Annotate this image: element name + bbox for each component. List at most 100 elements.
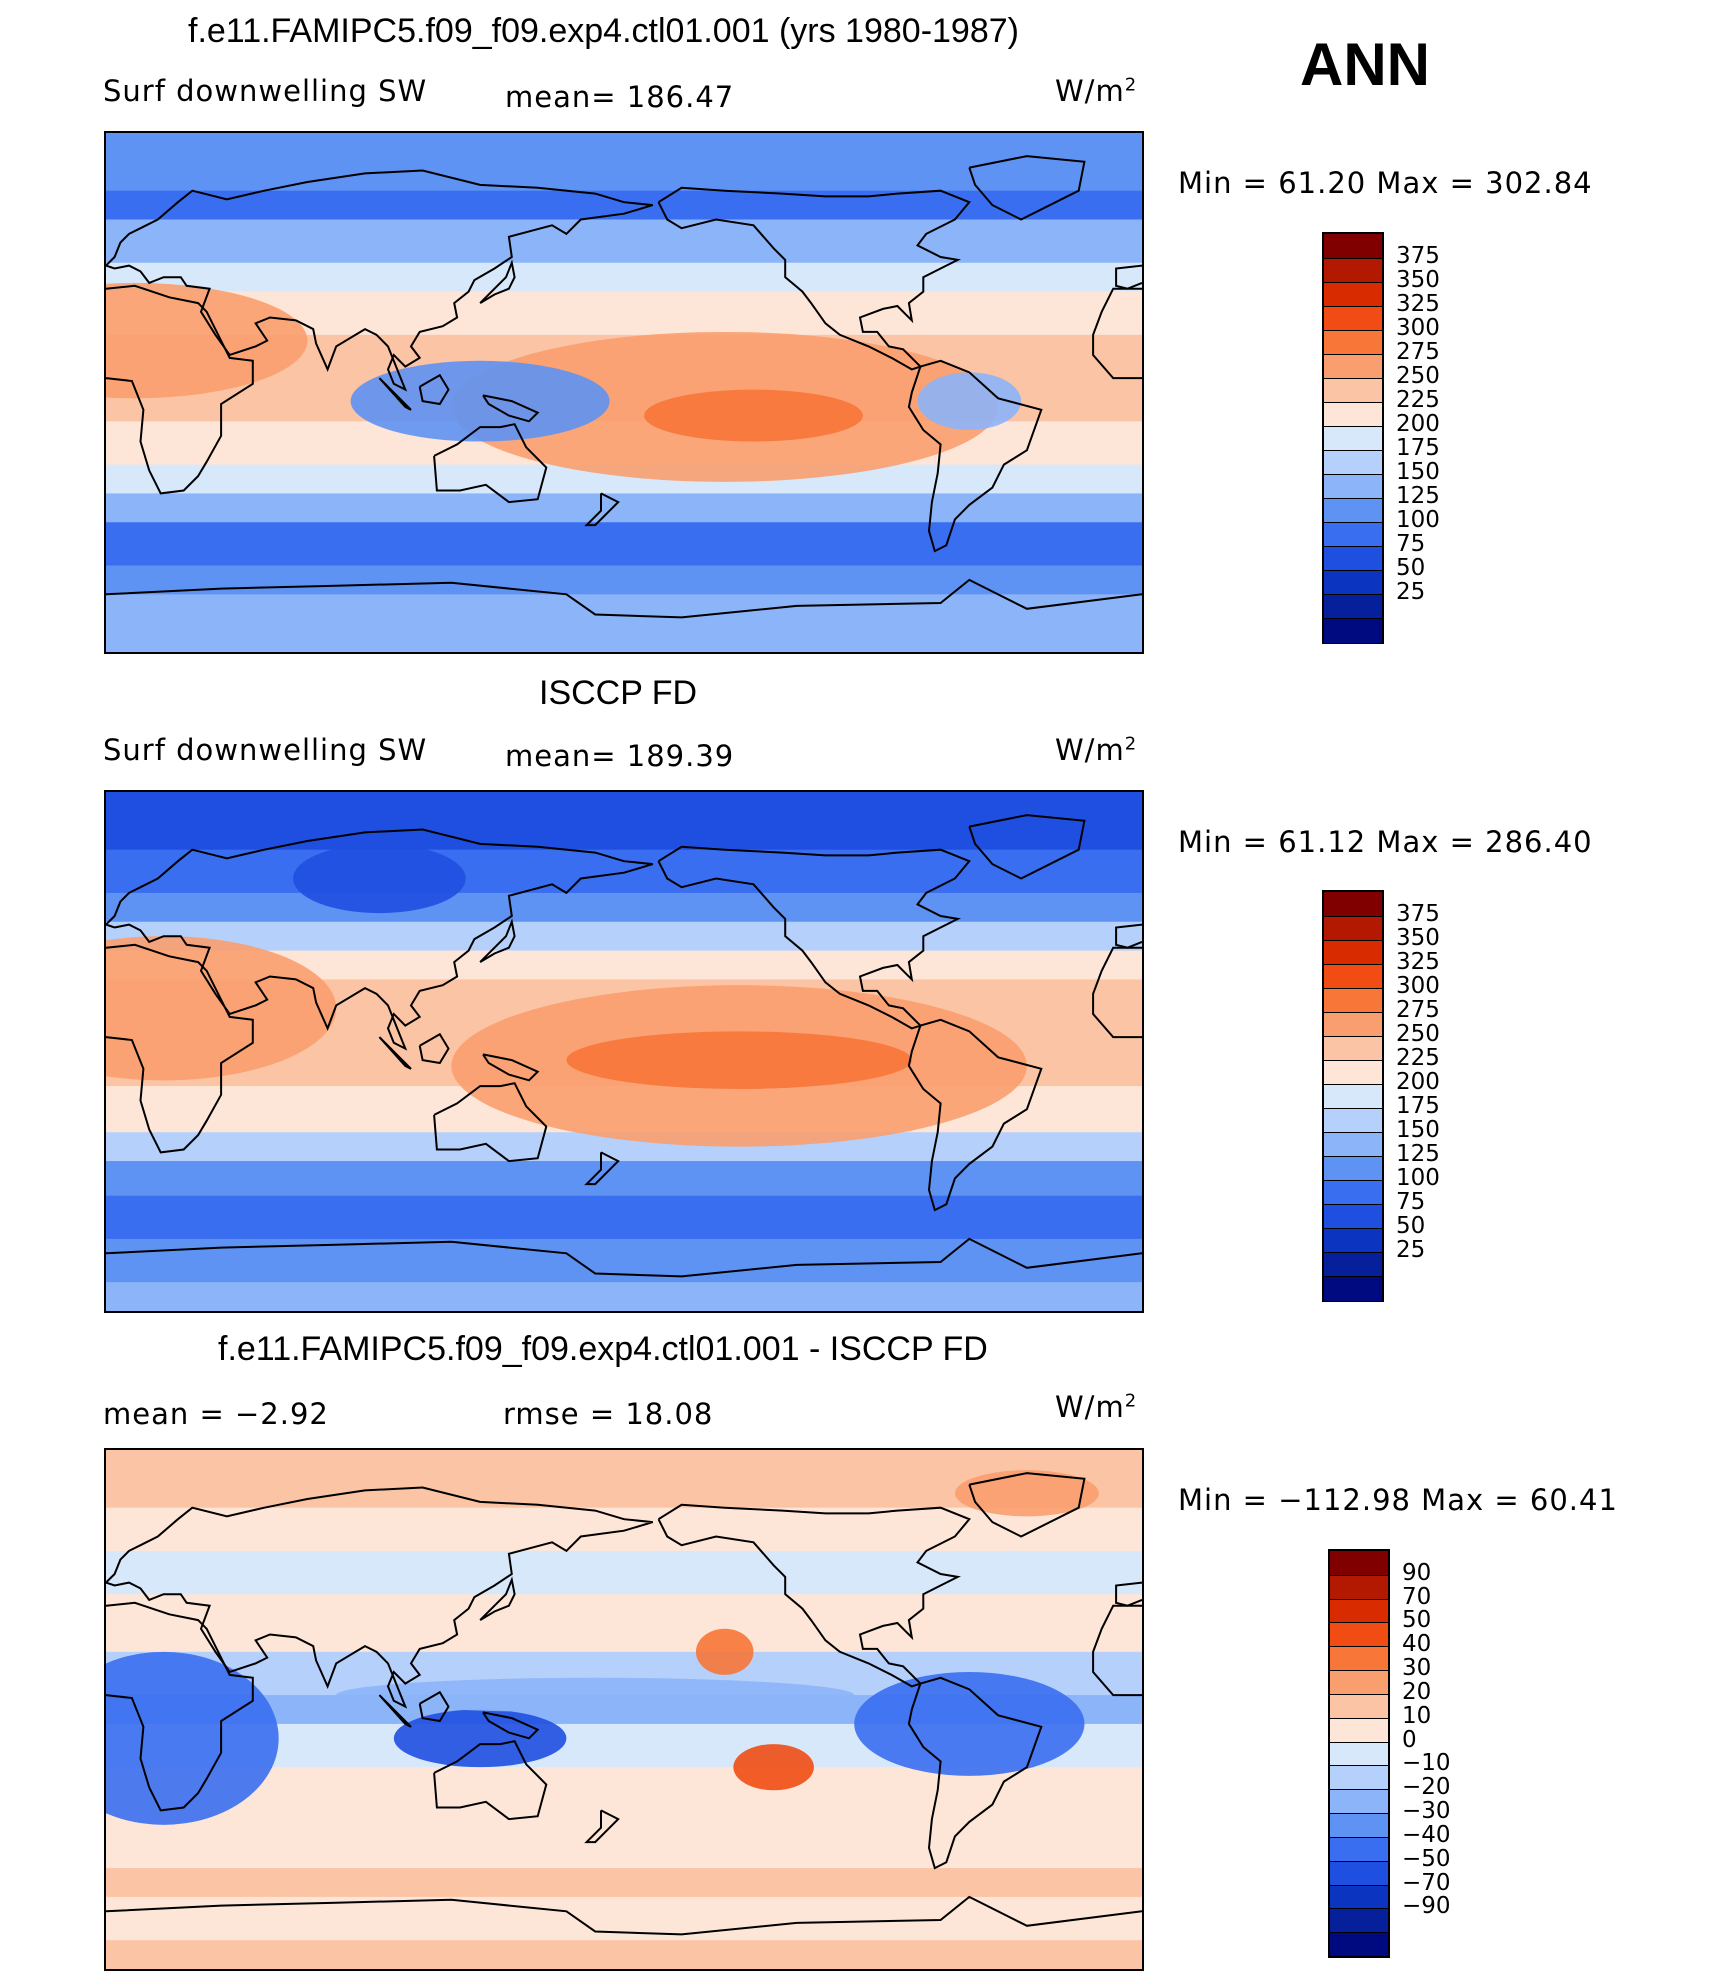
colorbar-segment	[1324, 354, 1382, 379]
coastline	[106, 1486, 654, 1709]
coastline	[657, 1503, 971, 1688]
colorbar-tick-label: 250	[1396, 1021, 1440, 1047]
field-anomaly	[106, 1651, 279, 1825]
colorbar-segment	[1330, 1598, 1388, 1623]
colorbar-tick-label: 250	[1396, 363, 1440, 389]
colorbar-tick-label: 375	[1396, 243, 1440, 269]
colorbar-segment	[1330, 1932, 1388, 1957]
coastline	[907, 1676, 1043, 1870]
colorbar-segment	[1330, 1813, 1388, 1838]
colorbar-tick-label: 50	[1396, 1213, 1426, 1239]
colorbar-tick-label: −10	[1402, 1750, 1451, 1777]
colorbar-tick-label: −50	[1402, 1845, 1451, 1872]
colorbar-tick-label: −90	[1402, 1893, 1451, 1920]
colorbar-segment	[1330, 1741, 1388, 1766]
colorbar-segment	[1330, 1693, 1388, 1719]
colorbar-tick-label: 75	[1396, 1189, 1426, 1215]
colorbar-tick-label: 50	[1396, 555, 1426, 581]
colorbar-segment	[1324, 1228, 1382, 1253]
colorbar-segment	[1324, 1060, 1382, 1085]
field-band	[106, 262, 1142, 293]
colorbar-tick-label: −40	[1402, 1821, 1451, 1848]
coastline	[433, 1740, 548, 1821]
colorbar-segment	[1324, 1156, 1382, 1181]
colorbar-tick-label: 20	[1402, 1678, 1432, 1705]
field-band	[106, 1940, 1142, 1969]
field-band	[106, 565, 1142, 595]
field-band	[106, 133, 1142, 192]
field-anomaly	[350, 360, 610, 442]
colorbar-segment	[1324, 378, 1382, 403]
colorbar-tick-label: 40	[1402, 1631, 1432, 1658]
coastline	[106, 1895, 1142, 1936]
colorbar-segment	[1330, 1884, 1388, 1909]
colorbar-segment	[1324, 1012, 1382, 1037]
field-band	[106, 1161, 1142, 1197]
coastline	[479, 1576, 516, 1621]
colorbar-segment	[1324, 498, 1382, 523]
field-band	[106, 594, 1142, 652]
colorbar-segment	[1324, 1132, 1382, 1157]
coastline	[378, 1694, 412, 1728]
colorbar-tick-label: 10	[1402, 1702, 1432, 1729]
panel-3-rmse: rmse = 18.08	[503, 1397, 714, 1431]
field-band	[106, 190, 1142, 220]
colorbar-tick-label: 50	[1402, 1607, 1432, 1634]
colorbar-segment	[1324, 570, 1382, 595]
field-band	[106, 1896, 1142, 1941]
colorbar-tick-label: 25	[1396, 1237, 1426, 1263]
colorbar-tick-label: 275	[1396, 339, 1440, 365]
colorbar-segment	[1330, 1789, 1388, 1814]
colorbar-tick-label: 90	[1402, 1559, 1432, 1586]
field-band	[106, 522, 1142, 566]
colorbar-segment	[1324, 522, 1382, 547]
panel-2-map	[104, 790, 1144, 1313]
colorbar-segment	[1330, 1860, 1388, 1886]
coastline	[482, 1053, 540, 1082]
coastline	[1115, 1581, 1142, 1607]
colorbar-tick-label: 325	[1396, 291, 1440, 317]
colorbar-tick-label: 275	[1396, 997, 1440, 1023]
field-anomaly	[644, 389, 863, 442]
colorbar-tick-label: 100	[1396, 1165, 1440, 1191]
colorbar-segment	[1324, 330, 1382, 355]
colorbar-segment	[1324, 988, 1382, 1013]
colorbar-tick-label: 325	[1396, 949, 1440, 975]
panel-2-min-max: Min = 61.12 Max = 286.40	[1178, 825, 1593, 859]
colorbar-segment	[1324, 426, 1382, 451]
panel-2-map-canvas	[106, 792, 1142, 1311]
coastline	[106, 169, 654, 392]
field-band	[106, 1238, 1142, 1283]
colorbar-tick-label: 375	[1396, 901, 1440, 927]
field-band	[106, 1282, 1142, 1311]
colorbar-tick-label: 200	[1396, 1069, 1440, 1095]
panel-3-min-max: Min = −112.98 Max = 60.41	[1178, 1483, 1618, 1517]
panel-3-title: f.e11.FAMIPC5.f09_f09.exp4.ctl01.001 - I…	[218, 1330, 988, 1368]
colorbar-segment	[1324, 474, 1382, 499]
colorbar-segment	[1330, 1551, 1388, 1576]
coastline	[584, 492, 620, 527]
colorbar-segment	[1324, 306, 1382, 331]
coastline	[106, 943, 254, 1154]
coastline	[907, 1018, 1043, 1212]
coastline	[418, 1032, 450, 1065]
field-band	[106, 849, 1142, 894]
coastline	[1115, 264, 1142, 290]
coastline	[433, 423, 548, 504]
coastline	[433, 1082, 548, 1163]
coastline	[106, 828, 654, 1051]
colorbar-tick-label: 225	[1396, 387, 1440, 413]
coastline	[1115, 923, 1142, 949]
field-anomaly	[695, 1628, 754, 1675]
colorbar-segment	[1330, 1574, 1388, 1600]
colorbar-segment	[1324, 282, 1382, 307]
colorbar-tick-label: 200	[1396, 411, 1440, 437]
colorbar-tick-label: 150	[1396, 459, 1440, 485]
colorbar-tick-label: 300	[1396, 315, 1440, 341]
colorbar-segment	[1324, 618, 1382, 643]
field-band	[106, 1767, 1142, 1826]
colorbar-tick-label: 175	[1396, 435, 1440, 461]
colorbar-segment	[1324, 1108, 1382, 1133]
coastline	[1092, 1604, 1142, 1697]
coastline	[968, 814, 1086, 880]
